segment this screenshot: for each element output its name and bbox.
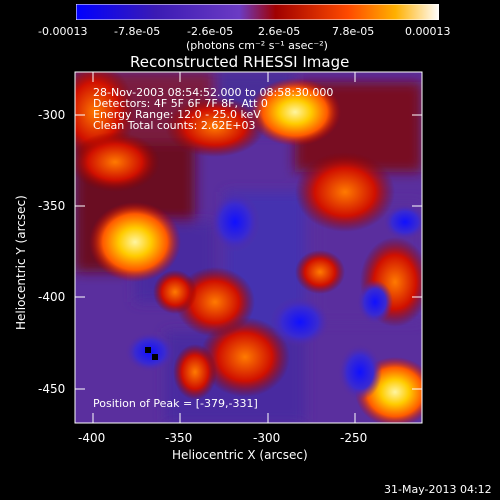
x-tick-label: -400	[78, 431, 106, 445]
plot-title: Reconstructed RHESSI Image	[130, 53, 350, 71]
y-tick-label: -400	[38, 290, 66, 304]
colorbar-tick: 7.8e-05	[332, 25, 375, 38]
colorbar-tick: -0.00013	[38, 25, 88, 38]
colorbar-units: (photons cm⁻² s⁻¹ asec⁻²)	[186, 39, 328, 52]
overlay-line: Energy Range: 12.0 - 25.0 keV	[93, 108, 261, 121]
x-axis-label: Heliocentric X (arcsec)	[172, 448, 308, 462]
peak-position-label: Position of Peak = [-379,-331]	[93, 397, 258, 410]
generation-timestamp: 31-May-2013 04:12	[384, 483, 492, 496]
colorbar-ticks: -0.00013 -7.8e-05 -2.6e-05 2.6e-05 7.8e-…	[0, 26, 500, 40]
overlay-line: Clean Total counts: 2.62E+03	[93, 119, 256, 132]
y-tick-label: -450	[38, 382, 66, 396]
colorbar-tick: 0.00013	[405, 25, 451, 38]
colorbar-tick: 2.6e-05	[258, 25, 301, 38]
overlay-line: Detectors: 4F 5F 6F 7F 8F, Att 0	[93, 97, 268, 110]
overlay-line: 28-Nov-2003 08:54:52.000 to 08:58:30.000	[93, 86, 334, 99]
info-overlay: 28-Nov-2003 08:54:52.000 to 08:58:30.000…	[93, 87, 333, 131]
peak-marker	[145, 347, 151, 353]
x-tick-label: -350	[165, 431, 193, 445]
rhessi-heatmap	[55, 62, 435, 427]
colorbar-tick: -2.6e-05	[187, 25, 234, 38]
colorbar-tick: -7.8e-05	[114, 25, 161, 38]
x-tick-label: -300	[253, 431, 281, 445]
x-tick-label: -250	[340, 431, 368, 445]
y-axis-label: Heliocentric Y (arcsec)	[14, 195, 28, 330]
rhessi-image: 28-Nov-2003 08:54:52.000 to 08:58:30.000…	[55, 62, 435, 427]
y-tick-label: -350	[38, 199, 66, 213]
y-tick-label: -300	[38, 108, 66, 122]
